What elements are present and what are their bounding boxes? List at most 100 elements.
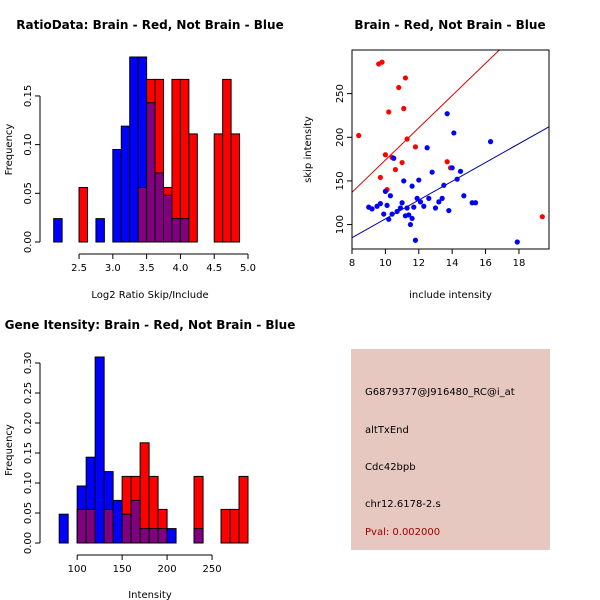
scatter-point-brain (356, 132, 362, 139)
scatter-point-brain (402, 75, 409, 81)
scatter-point-not-brain (432, 205, 439, 211)
x-tick-label: 250 (202, 564, 221, 575)
scatter-point-not-brain (404, 205, 410, 211)
histogram-bar-overlap (130, 499, 141, 544)
x-axis-label: Intensity (128, 590, 172, 600)
histogram-bar-overlap (76, 508, 87, 544)
histogram-bar-overlap (139, 528, 150, 544)
scatter-point-not-brain (399, 200, 405, 206)
histogram-bar-not-brain (58, 513, 69, 544)
scatter-point-not-brain (412, 237, 419, 243)
scatter-point-not-brain (387, 193, 393, 199)
histogram-bar-brain (229, 508, 240, 544)
histogram-bar-brain (171, 78, 181, 243)
histogram-bar-brain (179, 78, 190, 243)
scatter-point-not-brain (487, 139, 494, 145)
event-type: altTxEnd (365, 425, 409, 436)
scatter-point-not-brain (429, 169, 435, 175)
histogram-bar-overlap (146, 102, 156, 243)
regression-line-brain (352, 50, 501, 193)
scatter-point-brain (379, 59, 385, 65)
scatter-point-not-brain (424, 145, 430, 151)
chart-title: Gene Itensity: Brain - Red, Not Brain - … (5, 318, 296, 332)
histogram-bar-not-brain (95, 218, 105, 243)
histogram-bar-not-brain (94, 356, 105, 544)
scatter-point-not-brain (407, 221, 414, 228)
histogram-bar-overlap (179, 218, 190, 243)
scatter-point-not-brain (389, 211, 395, 217)
info-panel: G6879377@J916480_RC@i_at altTxEnd Cdc42b… (351, 349, 550, 550)
x-tick-label: 3.5 (139, 263, 155, 274)
x-tick-label: 8 (349, 258, 355, 269)
intensity-scatter-plot: 8 10 12 14 16 18 100 150 200 250 Brain - Red, Not … (303, 18, 550, 301)
y-tick-label: 0.10 (23, 472, 34, 494)
scatter-point-not-brain (421, 203, 427, 209)
x-tick-label: 18 (513, 258, 526, 269)
scatter-point-not-brain (401, 178, 407, 184)
scatter-point-brain (444, 159, 450, 165)
histogram-bar-brain (222, 78, 232, 243)
scatter-point-not-brain (377, 201, 383, 207)
x-tick-label: 100 (68, 564, 87, 575)
y-tick-label: 250 (335, 84, 346, 103)
x-tick-label: 4.5 (206, 263, 222, 274)
ratio-histogram: 2.5 3.0 3.5 4.0 4.5 5.0 0.00 0.05 0.10 0.15 RatioD… (4, 18, 284, 301)
histogram-bar-brain (188, 133, 198, 243)
histogram-bar-brain (220, 508, 231, 544)
scatter-point-not-brain (439, 195, 445, 201)
y-tick-label: 0.30 (23, 352, 34, 374)
histogram-bar-overlap (157, 528, 168, 544)
x-tick-label: 16 (479, 258, 492, 269)
scatter-point-not-brain (514, 239, 520, 245)
histogram-bar-overlap (148, 528, 159, 544)
y-tick-label: 0.15 (23, 442, 34, 464)
y-tick-label: 0.00 (23, 231, 34, 253)
info-panel-background (351, 349, 550, 550)
x-tick-label: 150 (113, 564, 132, 575)
chart-title: RatioData: Brain - Red, Not Brain - Blue (16, 18, 283, 32)
scatter-point-not-brain (411, 204, 417, 210)
x-tick-label: 2.5 (71, 263, 87, 274)
y-tick-label: 0.25 (23, 382, 34, 404)
scatter-point-not-brain (454, 176, 460, 182)
scatter-point-not-brain (394, 208, 400, 215)
histogram-bar-overlap (193, 528, 204, 544)
histogram-bar-brain (78, 186, 88, 243)
y-tick-label: 0.00 (23, 532, 34, 554)
y-tick-label: 200 (335, 128, 346, 147)
scatter-point-not-brain (444, 111, 450, 117)
scatter-point-not-brain (369, 206, 375, 212)
scatter-point-brain (392, 166, 399, 173)
p-value: Pval: 0.002000 (365, 527, 441, 538)
y-tick-label: 0.05 (23, 182, 34, 204)
scatter-point-brain (386, 109, 392, 115)
scatter-point-brain (399, 159, 405, 166)
y-tick-label: 150 (335, 171, 346, 190)
histogram-bar-not-brain (129, 56, 139, 243)
scatter-point-not-brain (472, 200, 479, 206)
scatter-point-not-brain (382, 188, 388, 194)
x-axis-label: Log2 Ratio Skip/Include (91, 290, 208, 301)
scatter-point-not-brain (441, 182, 447, 188)
x-tick-label: 14 (446, 258, 459, 269)
histogram-bar-overlap (121, 513, 132, 544)
x-tick-label: 200 (158, 564, 177, 575)
y-axis-label: Frequency (4, 124, 15, 176)
histogram-bar-brain (213, 133, 224, 243)
y-tick-label: 0.20 (23, 412, 34, 434)
scatter-point-not-brain (409, 215, 415, 222)
histogram-bar-not-brain (112, 499, 123, 544)
x-tick-label: 5.0 (240, 263, 256, 274)
scatter-point-not-brain (384, 202, 390, 208)
scatter-point-not-brain (451, 130, 457, 136)
histogram-bar-brain (139, 442, 150, 544)
probe-id: G6879377@J916480_RC@i_at (365, 387, 515, 398)
histogram-bar-not-brain (166, 528, 177, 544)
chart-title: Brain - Red, Not Brain - Blue (354, 18, 545, 32)
chromosome-location: chr12.6178-2.s (365, 499, 441, 510)
scatter-point-not-brain (406, 212, 412, 218)
histogram-bar-overlap (85, 508, 96, 544)
histogram-bar-overlap (163, 194, 173, 243)
scatter-point-brain (404, 136, 410, 142)
